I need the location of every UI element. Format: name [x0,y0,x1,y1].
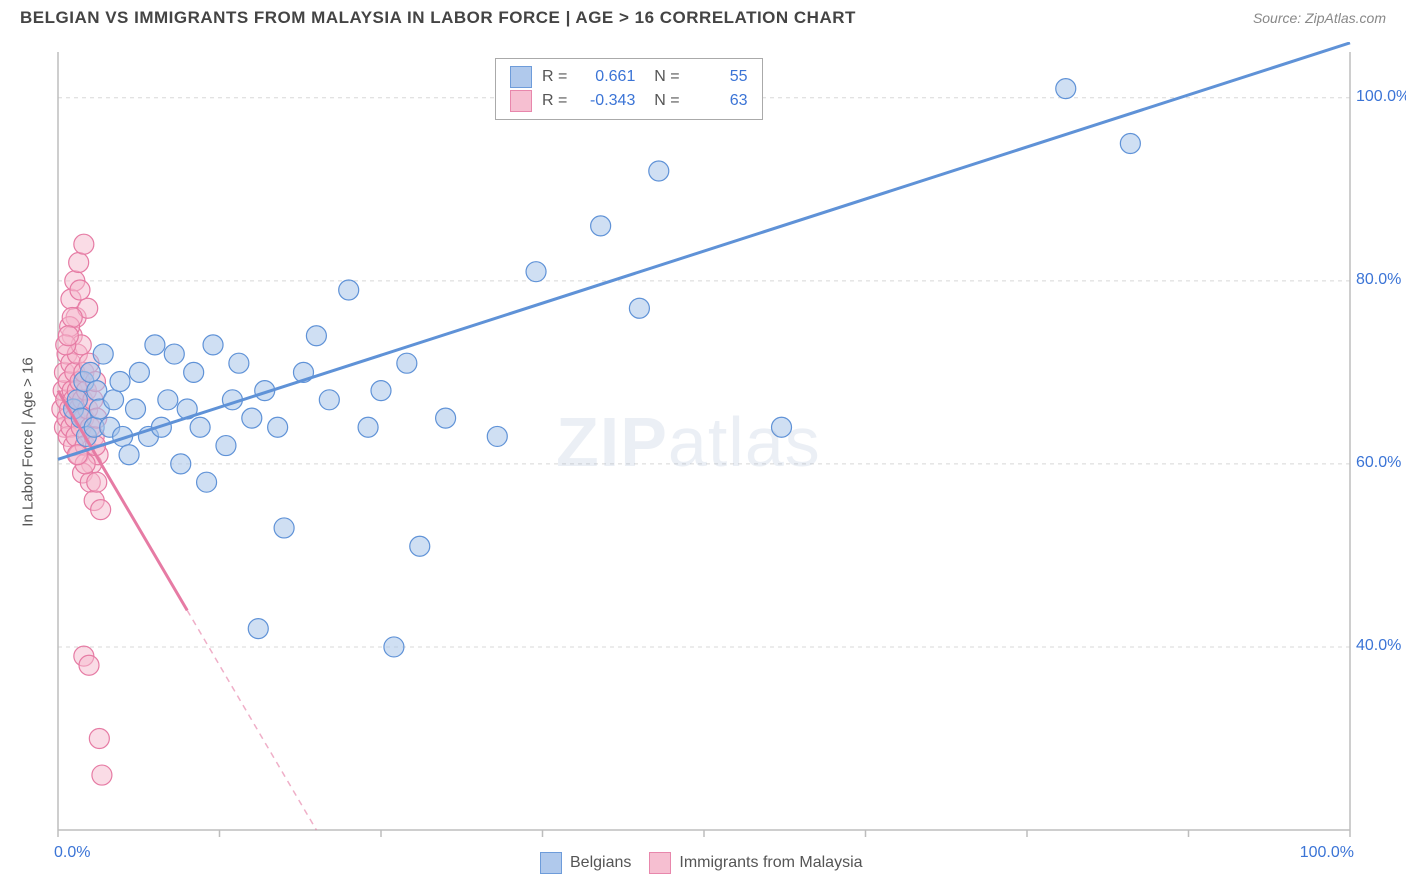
axis-tick-label: 100.0% [1356,88,1406,106]
legend-row-malaysia: R = -0.343 N = 63 [510,89,748,113]
scatter-plot [50,42,1380,842]
legend-row-belgians: R = 0.661 N = 55 [510,65,748,89]
swatch-malaysia [510,90,532,112]
plot-container: In Labor Force | Age > 16 ZIPatlas R = 0… [50,42,1380,842]
r-label: R = [542,65,567,89]
axis-tick-label: 80.0% [1356,271,1401,289]
n-label: N = [645,89,679,113]
correlation-legend: R = 0.661 N = 55 R = -0.343 N = 63 [495,58,763,120]
r-value-belgians: 0.661 [577,65,635,89]
axis-tick-label: 100.0% [1300,844,1354,862]
r-value-malaysia: -0.343 [577,89,635,113]
axis-tick-label: 40.0% [1356,637,1401,655]
swatch-belgians [540,852,562,874]
n-value-belgians: 55 [690,65,748,89]
legend-label-malaysia: Immigrants from Malaysia [679,854,862,872]
axis-tick-label: 60.0% [1356,454,1401,472]
axis-tick-label: 0.0% [54,844,90,862]
n-label: N = [645,65,679,89]
chart-title: BELGIAN VS IMMIGRANTS FROM MALAYSIA IN L… [20,8,856,28]
swatch-malaysia [649,852,671,874]
y-axis-label: In Labor Force | Age > 16 [20,357,37,526]
legend-item-malaysia: Immigrants from Malaysia [649,852,862,874]
source-label: Source: ZipAtlas.com [1253,10,1386,26]
legend-item-belgians: Belgians [540,852,631,874]
legend-label-belgians: Belgians [570,854,631,872]
r-label: R = [542,89,567,113]
swatch-belgians [510,66,532,88]
series-legend: Belgians Immigrants from Malaysia [540,852,863,874]
n-value-malaysia: 63 [690,89,748,113]
